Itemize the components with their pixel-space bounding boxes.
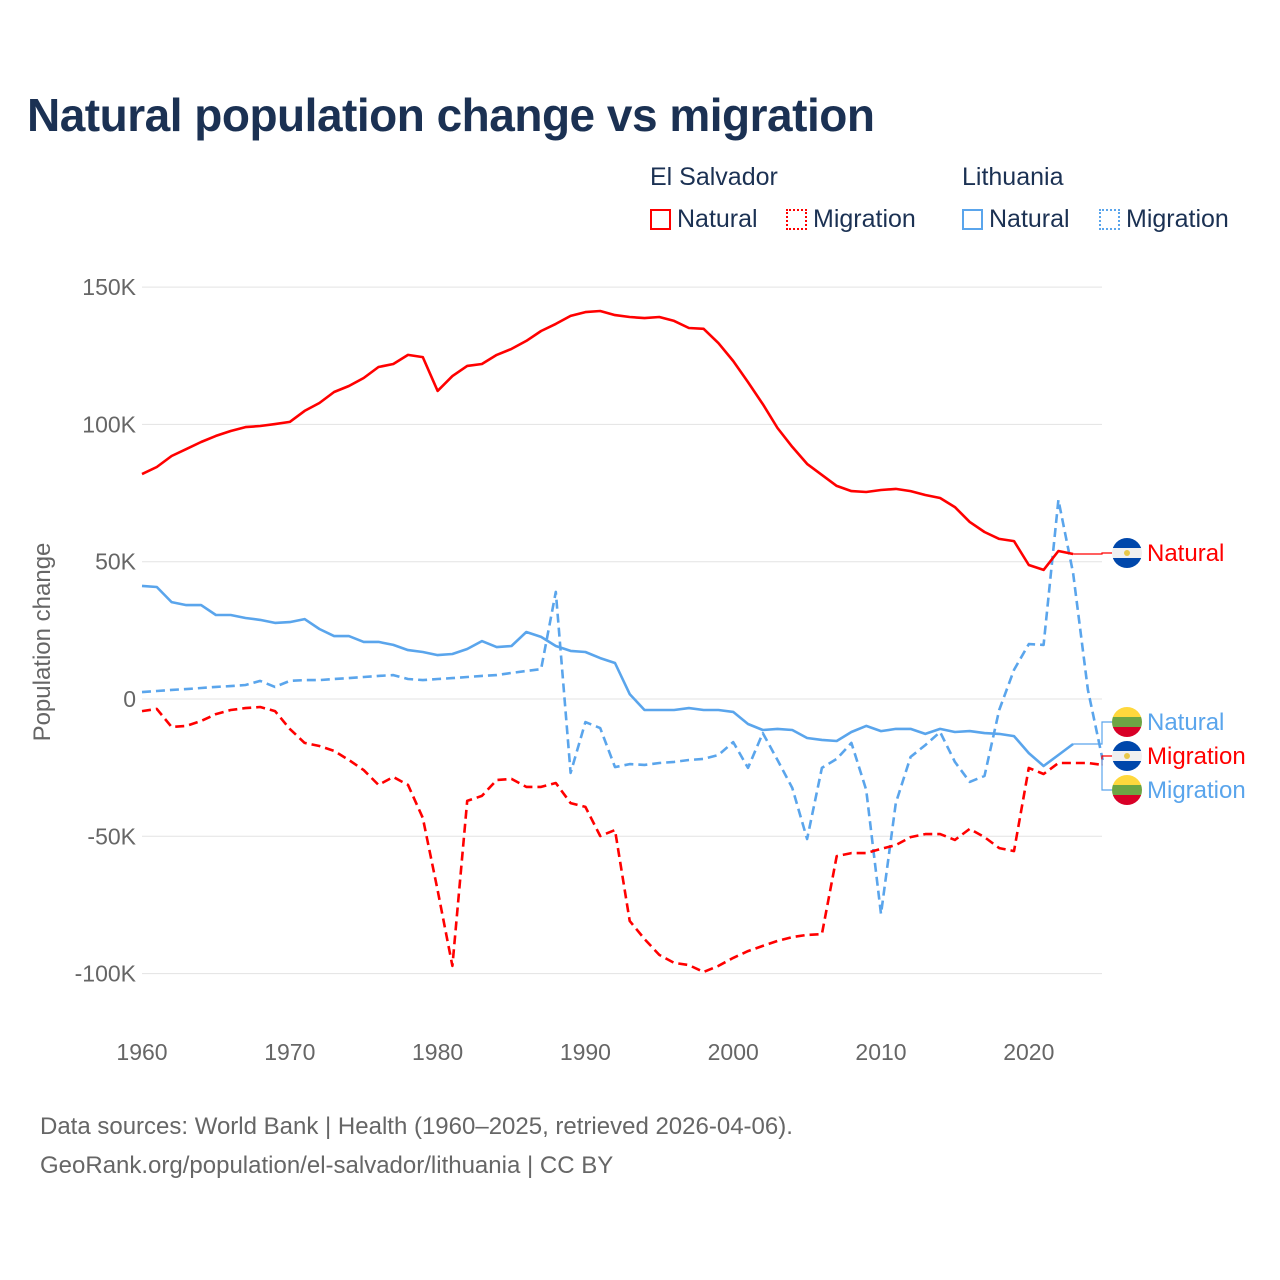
y-axis-label: Population change — [29, 543, 56, 742]
legend-item-el-salvador-natural[interactable]: Natural — [650, 205, 758, 234]
label-connector — [1073, 721, 1112, 745]
end-label-el-salvador-natural: Natural — [1147, 540, 1224, 567]
x-tick-label: 2000 — [708, 1039, 759, 1065]
legend-group-lithuania: Lithuania — [962, 163, 1064, 191]
y-tick-label: -100K — [75, 961, 137, 987]
series-line-lithuania-natural — [141, 584, 1074, 768]
legend-swatch-dotted-blue — [1099, 209, 1120, 230]
footer-sources: Data sources: World Bank | Health (1960–… — [40, 1113, 793, 1140]
label-connector — [1101, 759, 1112, 791]
x-tick-label: 2010 — [855, 1039, 906, 1065]
legend-swatch-solid-blue — [962, 209, 983, 230]
x-tick-label: 1990 — [560, 1039, 611, 1065]
x-tick-label: 2020 — [1003, 1039, 1054, 1065]
legend-label: Migration — [1126, 205, 1229, 233]
flag-lithuania-icon — [1112, 775, 1142, 805]
end-label-lithuania-migration: Migration — [1147, 777, 1246, 804]
x-tick-label: 1970 — [264, 1039, 315, 1065]
legend-group-el-salvador: El Salvador — [650, 163, 778, 191]
series-line-el-salvador-natural — [141, 309, 1074, 572]
legend-swatch-dotted-red — [786, 209, 807, 230]
footer-link[interactable]: GeoRank.org/population/el-salvador/lithu… — [40, 1152, 614, 1179]
legend-swatch-solid-red — [650, 209, 671, 230]
y-tick-label: -50K — [87, 823, 136, 849]
end-label-lithuania-natural: Natural — [1147, 709, 1224, 736]
legend-item-el-salvador-migration[interactable]: Migration — [786, 205, 916, 234]
legend-item-lithuania-migration[interactable]: Migration — [1099, 205, 1229, 234]
legend-label: Migration — [813, 205, 916, 233]
label-connector — [1101, 755, 1112, 766]
x-tick-label: 1960 — [116, 1039, 167, 1065]
series-line-lithuania-migration — [141, 498, 1104, 916]
legend-label: Natural — [677, 205, 758, 233]
y-tick-label: 50K — [95, 549, 137, 575]
series-line-el-salvador-migration — [141, 705, 1103, 974]
y-tick-label: 0 — [123, 686, 136, 712]
flag-el-salvador-icon — [1112, 741, 1142, 771]
footer: Data sources: World Bank | Health (1960–… — [40, 1107, 793, 1185]
legend-label: Natural — [989, 205, 1070, 233]
flag-lithuania-icon — [1112, 707, 1142, 737]
flag-el-salvador-icon — [1112, 538, 1142, 568]
chart-title: Natural population change vs migration — [27, 89, 875, 141]
y-tick-label: 100K — [82, 411, 136, 437]
y-tick-label: 150K — [82, 274, 136, 300]
end-label-el-salvador-migration: Migration — [1147, 743, 1246, 770]
label-connector — [1073, 552, 1112, 555]
legend-item-lithuania-natural[interactable]: Natural — [962, 205, 1070, 234]
x-tick-label: 1980 — [412, 1039, 463, 1065]
